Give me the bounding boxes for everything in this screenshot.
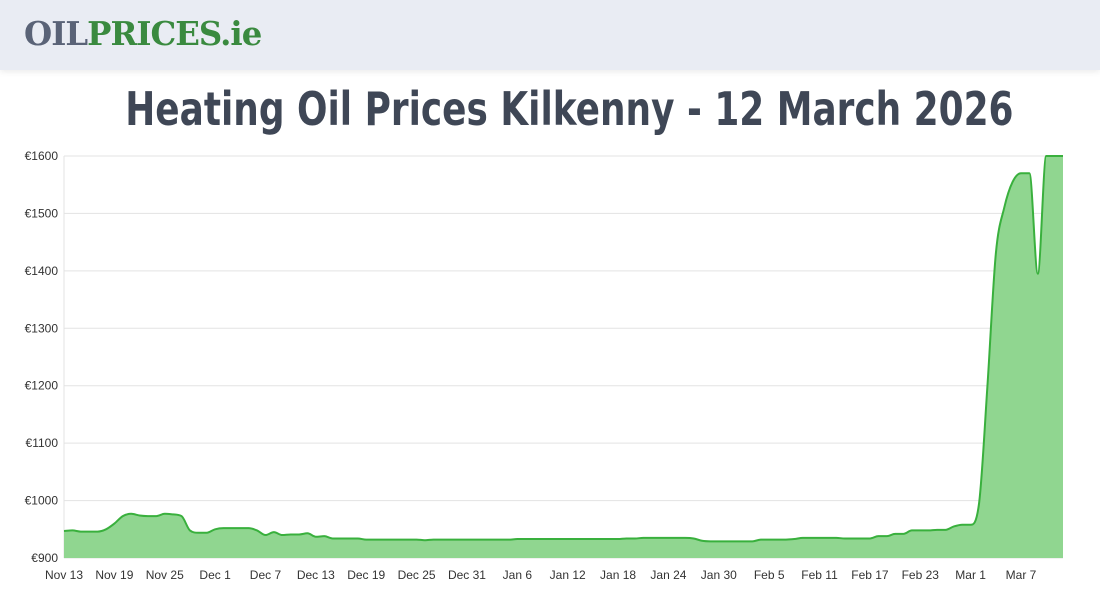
- x-tick-label: Nov 13: [45, 568, 83, 582]
- y-tick-label: €1300: [25, 321, 59, 335]
- y-tick-label: €1000: [25, 494, 59, 508]
- x-tick-label: Dec 19: [347, 568, 385, 582]
- page-title: Heating Oil Prices Kilkenny - 12 March 2…: [0, 82, 1100, 136]
- x-tick-label: Dec 13: [297, 568, 335, 582]
- x-tick-label: Jan 18: [600, 568, 636, 582]
- x-tick-label: Dec 1: [199, 568, 231, 582]
- price-line: [63, 154, 1063, 543]
- logo-prices: PRICES.ie: [87, 14, 262, 53]
- x-tick-label: Nov 19: [95, 568, 133, 582]
- x-axis-ticks: Nov 13 Nov 19 Nov 25 Dec 1 Dec 7 Dec 13 Dec 19…: [45, 568, 1037, 582]
- y-axis-ticks: €900 €1000 €1100 €1200 €1300 €1400 €1500 €1600: [25, 149, 59, 565]
- y-tick-label: €1100: [26, 436, 59, 450]
- logo-oil: OIL: [24, 14, 88, 53]
- site-header: OILPRICES.ie: [0, 0, 1100, 70]
- grid-lines: [63, 155, 1063, 559]
- x-tick-label: Dec 25: [398, 568, 436, 582]
- y-tick-label: €1200: [25, 379, 59, 393]
- x-tick-label: Dec 7: [250, 568, 282, 582]
- y-tick-label: €900: [31, 551, 58, 565]
- x-tick-label: Mar 7: [1006, 568, 1037, 582]
- x-tick-label: Feb 11: [801, 568, 838, 582]
- y-tick-label: €1600: [25, 149, 59, 163]
- x-tick-label: Jan 12: [550, 568, 586, 582]
- price-area-fill: [64, 156, 1063, 558]
- x-tick-label: Dec 31: [448, 568, 486, 582]
- x-tick-label: Jan 24: [650, 568, 686, 582]
- y-tick-label: €1400: [25, 264, 59, 278]
- x-tick-label: Nov 25: [146, 568, 184, 582]
- x-tick-label: Feb 5: [754, 568, 785, 582]
- site-logo[interactable]: OILPRICES.ie: [24, 14, 262, 53]
- x-tick-label: Jan 30: [701, 568, 737, 582]
- page-title-text: Heating Oil Prices Kilkenny - 12 March 2…: [125, 82, 1014, 136]
- y-tick-label: €1500: [25, 206, 59, 220]
- x-tick-label: Mar 1: [955, 568, 986, 582]
- x-tick-label: Feb 23: [902, 568, 940, 582]
- x-tick-label: Jan 6: [503, 568, 533, 582]
- x-tick-label: Feb 17: [851, 568, 889, 582]
